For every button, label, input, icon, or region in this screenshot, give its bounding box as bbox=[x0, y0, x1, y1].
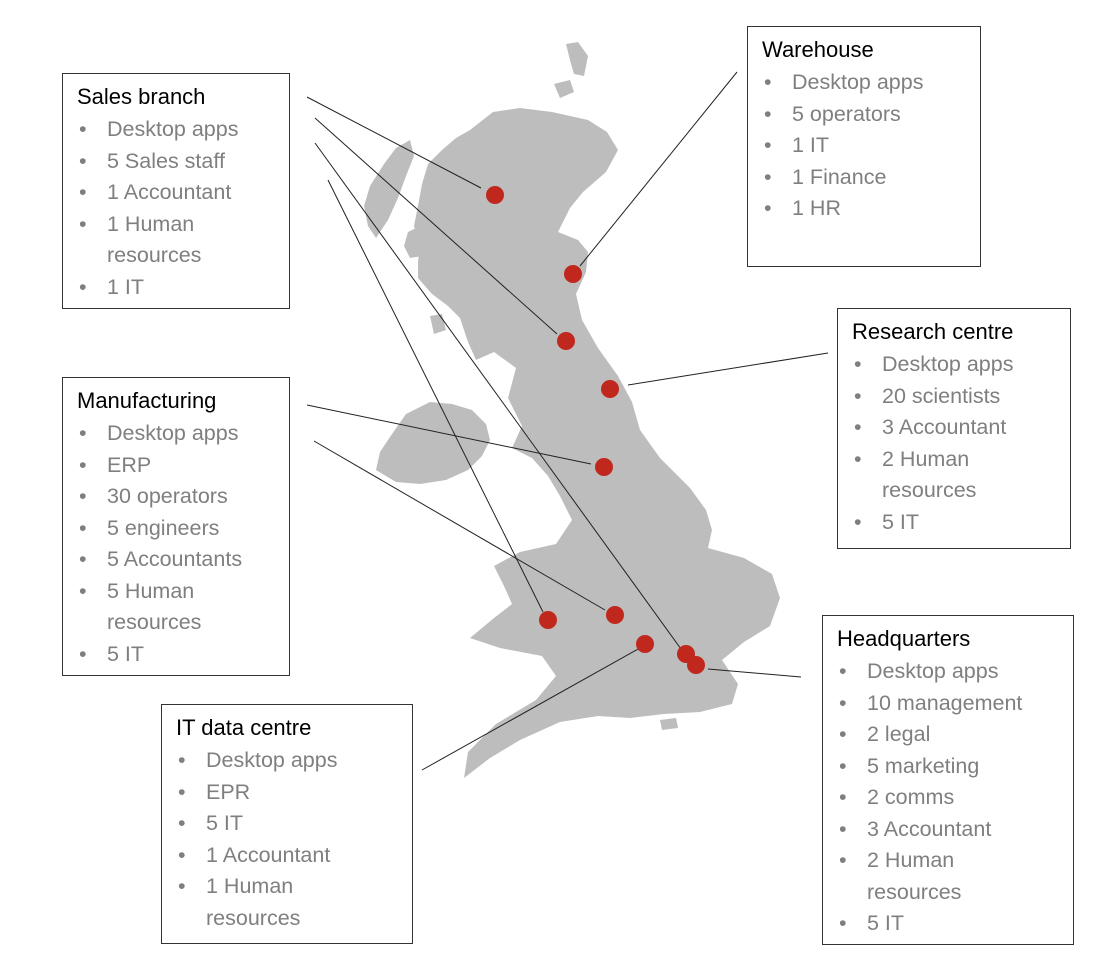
list-item: 1 IT bbox=[77, 272, 275, 304]
list-item: 2 comms bbox=[837, 782, 1059, 814]
leader-line bbox=[421, 647, 641, 771]
great-britain-landmass bbox=[414, 108, 780, 778]
list-item: 1 Human resources bbox=[77, 209, 275, 272]
list-item: 5 Human resources bbox=[77, 576, 275, 639]
list-item: Desktop apps bbox=[762, 67, 966, 99]
list-item: 5 IT bbox=[852, 507, 1056, 539]
location-title: Headquarters bbox=[837, 626, 971, 651]
location-title: Manufacturing bbox=[77, 388, 217, 413]
item-list: Desktop apps 5 Sales staff 1 Accountant … bbox=[77, 114, 275, 303]
list-item: Desktop apps bbox=[176, 745, 398, 777]
leader-line bbox=[627, 352, 829, 386]
leader-line bbox=[306, 404, 592, 465]
list-item: 2 legal bbox=[837, 719, 1059, 751]
list-item: 3 Accountant bbox=[852, 412, 1056, 444]
list-item: 2 Human resources bbox=[837, 845, 997, 908]
site-marker[interactable] bbox=[636, 635, 654, 653]
site-marker[interactable] bbox=[595, 458, 613, 476]
leader-line bbox=[579, 71, 738, 267]
headquarters-box: Headquarters Desktop apps 10 management … bbox=[822, 615, 1074, 945]
leader-line bbox=[306, 96, 482, 189]
list-item: 30 operators bbox=[77, 481, 275, 513]
location-title: IT data centre bbox=[176, 715, 312, 740]
list-item: Desktop apps bbox=[77, 418, 275, 450]
site-marker[interactable] bbox=[601, 380, 619, 398]
leader-line bbox=[313, 440, 606, 611]
list-item: 5 IT bbox=[77, 639, 275, 671]
skye-island bbox=[404, 226, 428, 258]
list-item: 5 engineers bbox=[77, 513, 275, 545]
location-title: Warehouse bbox=[762, 37, 874, 62]
list-item: 20 scientists bbox=[852, 381, 1056, 413]
list-item: 1 IT bbox=[762, 130, 966, 162]
site-marker[interactable] bbox=[606, 606, 624, 624]
list-item: 5 marketing bbox=[837, 751, 1059, 783]
list-item: ERP bbox=[77, 450, 275, 482]
list-item: 5 IT bbox=[176, 808, 398, 840]
list-item: 3 Accountant bbox=[837, 814, 1059, 846]
item-list: Desktop apps 20 scientists 3 Accountant … bbox=[852, 349, 1056, 538]
item-list: Desktop apps 10 management 2 legal 5 mar… bbox=[837, 656, 1059, 940]
site-marker[interactable] bbox=[687, 656, 705, 674]
list-item: 2 Human resources bbox=[852, 444, 1012, 507]
list-item: 10 management bbox=[837, 688, 1059, 720]
list-item: Desktop apps bbox=[837, 656, 1059, 688]
research-centre-box: Research centre Desktop apps 20 scientis… bbox=[837, 308, 1071, 549]
outer-hebrides bbox=[364, 140, 414, 238]
location-title: Research centre bbox=[852, 319, 1014, 344]
list-item: 1 Finance bbox=[762, 162, 966, 194]
list-item: 5 operators bbox=[762, 99, 966, 131]
warehouse-box: Warehouse Desktop apps 5 operators 1 IT … bbox=[747, 26, 981, 267]
sales-branch-box: Sales branch Desktop apps 5 Sales staff … bbox=[62, 73, 290, 309]
list-item: Desktop apps bbox=[852, 349, 1056, 381]
site-marker[interactable] bbox=[564, 265, 582, 283]
list-item: 1 HR bbox=[762, 193, 966, 225]
list-item: EPR bbox=[176, 777, 398, 809]
site-marker[interactable] bbox=[557, 332, 575, 350]
orkney-island bbox=[554, 80, 574, 98]
list-item: 5 Sales staff bbox=[77, 146, 275, 178]
list-item: 1 Accountant bbox=[77, 177, 275, 209]
leader-line bbox=[314, 142, 682, 650]
leader-line bbox=[314, 117, 558, 335]
leader-line bbox=[327, 179, 544, 613]
item-list: Desktop apps 5 operators 1 IT 1 Finance … bbox=[762, 67, 966, 225]
manufacturing-box: Manufacturing Desktop apps ERP 30 operat… bbox=[62, 377, 290, 676]
islay-island bbox=[430, 314, 446, 334]
ireland-landmass bbox=[376, 402, 490, 484]
item-list: Desktop apps ERP 30 operators 5 engineer… bbox=[77, 418, 275, 670]
isle-of-wight bbox=[660, 718, 678, 730]
it-data-centre-box: IT data centre Desktop apps EPR 5 IT 1 A… bbox=[161, 704, 413, 944]
shetland-island bbox=[566, 42, 588, 76]
site-marker[interactable] bbox=[486, 186, 504, 204]
list-item: 5 IT bbox=[837, 908, 1059, 940]
leader-line bbox=[707, 668, 802, 678]
site-marker[interactable] bbox=[539, 611, 557, 629]
location-title: Sales branch bbox=[77, 84, 206, 109]
list-item: 1 Human resources bbox=[176, 871, 336, 934]
list-item: 5 Accountants bbox=[77, 544, 275, 576]
list-item: 1 Accountant bbox=[176, 840, 398, 872]
list-item: Desktop apps bbox=[77, 114, 275, 146]
item-list: Desktop apps EPR 5 IT 1 Accountant 1 Hum… bbox=[176, 745, 398, 934]
